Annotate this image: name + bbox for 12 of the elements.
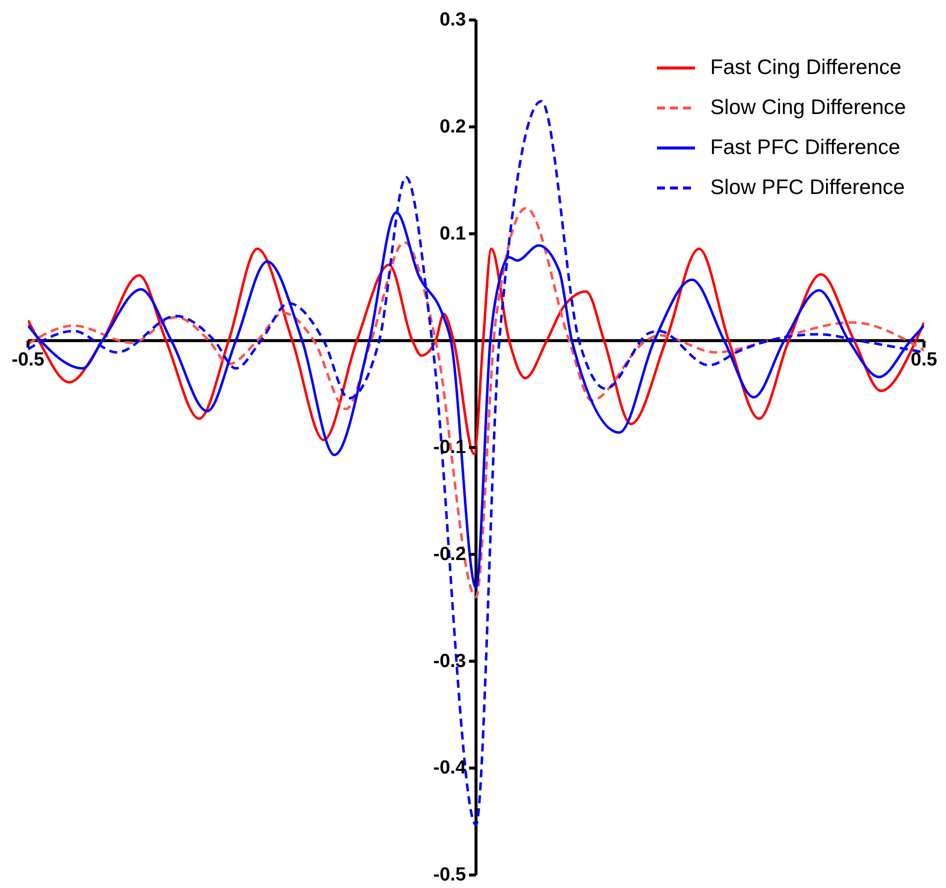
y-tick-label: -0.2 [433, 544, 466, 565]
legend-label: Fast PFC Difference [710, 136, 900, 160]
legend-label: Slow Cing Difference [710, 96, 906, 120]
y-tick-label: 0.1 [440, 223, 466, 244]
y-tick-label: 0.2 [440, 116, 466, 138]
y-tick-label: 0.3 [440, 10, 466, 30]
y-tick-label: -0.5 [433, 864, 466, 886]
y-tick-label: -0.3 [433, 650, 466, 672]
legend-label: Fast Cing Difference [710, 56, 902, 80]
x-tick-label: 0.5 [910, 350, 938, 371]
legend-label: Slow PFC Difference [710, 176, 905, 200]
y-tick-label: -0.4 [433, 758, 466, 779]
